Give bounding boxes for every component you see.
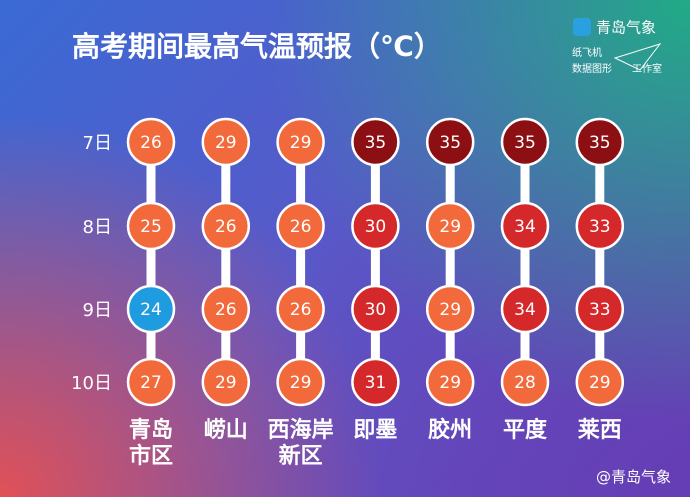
- temp-label: 34: [514, 217, 536, 237]
- studio-text: 纸飞机: [572, 46, 602, 59]
- temp-dot: [126, 117, 176, 167]
- temp-label: 24: [140, 300, 162, 320]
- temp-label: 33: [589, 300, 611, 320]
- temp-label: 33: [589, 217, 611, 237]
- temp-dot: [276, 201, 325, 251]
- temp-dot: [351, 357, 400, 407]
- temp-label: 29: [439, 217, 461, 237]
- city-label: 胶州: [428, 418, 473, 443]
- temp-dot: [575, 117, 625, 167]
- row-label: 9日: [83, 300, 112, 321]
- temp-dot: [126, 201, 176, 251]
- footer: @青岛气象: [596, 468, 671, 486]
- temp-dot: [425, 284, 475, 334]
- temp-label: 35: [365, 133, 387, 153]
- temp-dot: [201, 357, 251, 407]
- temp-dot: [276, 117, 325, 167]
- temp-dot: [201, 284, 251, 334]
- temp-dot: [351, 117, 400, 167]
- city-label: 莱西: [577, 418, 622, 443]
- temp-dot: [351, 284, 400, 334]
- temp-label: 26: [215, 217, 237, 237]
- logo-icon: [573, 18, 591, 36]
- temp-label: 26: [290, 300, 312, 320]
- city-label: 青岛 市区: [128, 418, 173, 469]
- city-label: 西海岸 新区: [267, 418, 334, 469]
- temp-label: 29: [290, 373, 312, 393]
- temp-dot: [126, 357, 176, 407]
- temp-dot: [276, 357, 325, 407]
- temp-dot: [201, 117, 251, 167]
- temp-dot: [575, 284, 625, 334]
- row-label: 8日: [83, 217, 112, 238]
- temp-label: 35: [514, 133, 536, 153]
- temp-dot: [201, 201, 251, 251]
- temp-dot: [276, 284, 325, 334]
- temp-label: 29: [439, 300, 461, 320]
- row-label: 10日: [71, 373, 112, 394]
- temp-label: 29: [589, 373, 611, 393]
- temp-label: 34: [514, 300, 536, 320]
- chart-title: 高考期间最高气温预报（℃）: [72, 30, 442, 63]
- temp-label: 27: [140, 373, 162, 393]
- temp-dot: [500, 201, 550, 251]
- temp-label: 26: [215, 300, 237, 320]
- temp-dot: [351, 201, 400, 251]
- temp-dot: [575, 357, 625, 407]
- studio-text: 工作室: [632, 62, 662, 75]
- plane-icon: [613, 43, 662, 71]
- temp-label: 25: [140, 217, 162, 237]
- temp-label: 35: [589, 133, 611, 153]
- temp-dot: [500, 284, 550, 334]
- temp-label: 26: [290, 217, 312, 237]
- temp-label: 29: [290, 133, 312, 153]
- temp-label: 26: [140, 133, 162, 153]
- temp-dot: [425, 357, 475, 407]
- temp-label: 29: [439, 373, 461, 393]
- studio-text: 数据图形: [572, 62, 612, 75]
- temp-label: 28: [514, 373, 536, 393]
- city-label: 平度: [502, 418, 547, 443]
- logo-name: 青岛气象: [596, 19, 656, 37]
- temp-dot: [126, 284, 176, 334]
- city-label: 崂山: [203, 418, 248, 443]
- temp-label: 29: [215, 373, 237, 393]
- row-label: 7日: [83, 133, 112, 154]
- city-label: 即墨: [353, 418, 398, 443]
- temp-dot: [425, 201, 475, 251]
- temp-dot: [575, 201, 625, 251]
- temp-label: 29: [215, 133, 237, 153]
- temp-label: 35: [439, 133, 461, 153]
- temp-dot: [500, 357, 550, 407]
- temp-label: 31: [365, 373, 387, 393]
- temp-dot: [425, 117, 475, 167]
- temp-label: 30: [365, 300, 387, 320]
- temp-label: 30: [365, 217, 387, 237]
- temp-dot: [500, 117, 550, 167]
